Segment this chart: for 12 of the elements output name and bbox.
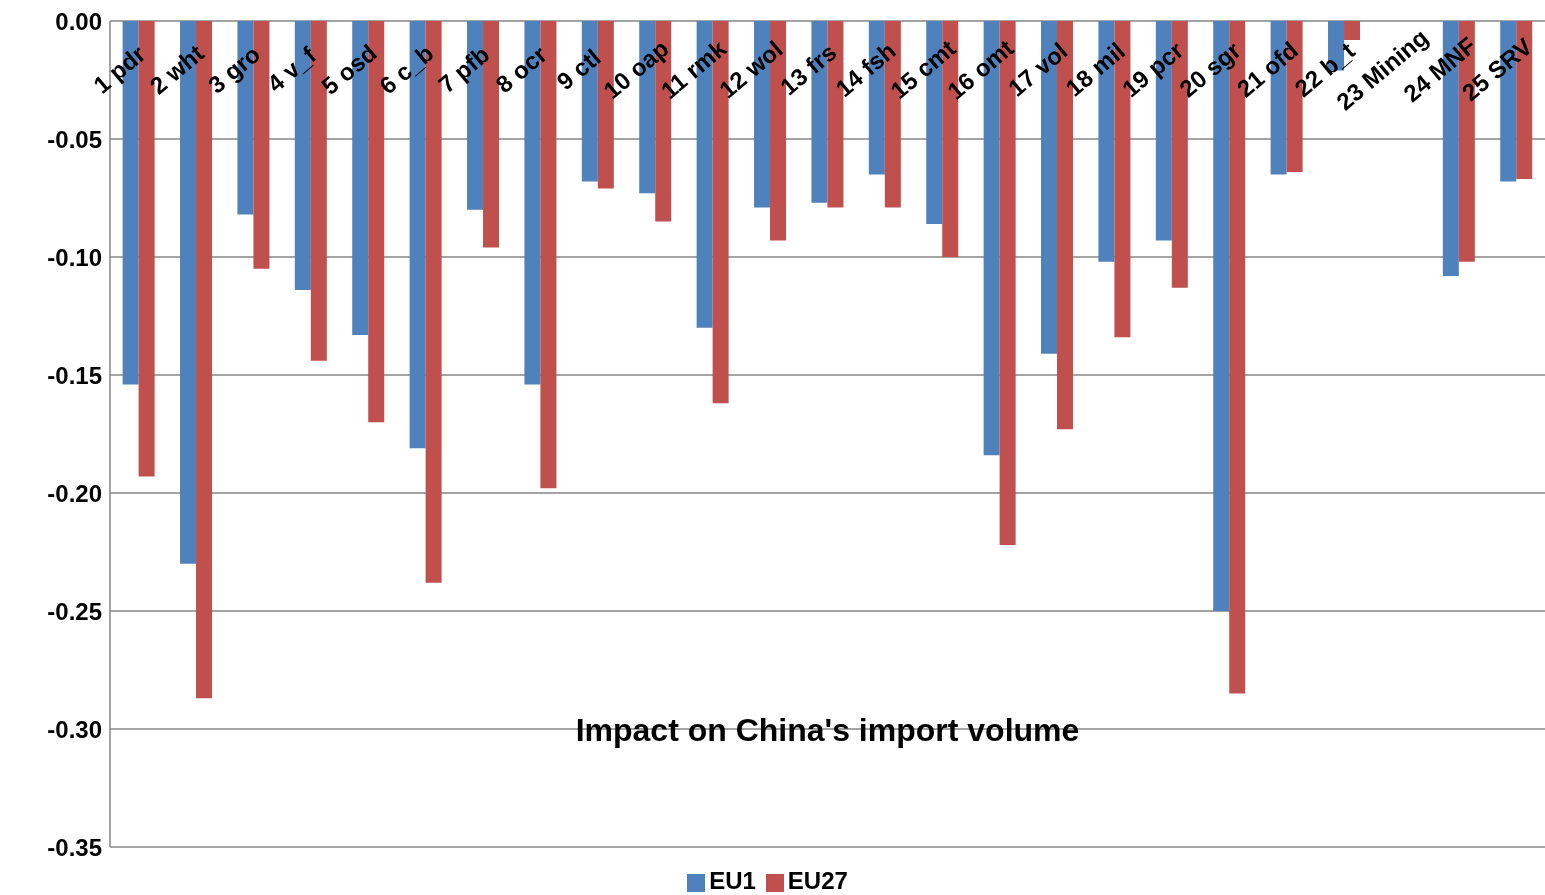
y-tick-label: -0.35 [47,833,102,861]
y-tick-label: 0.00 [55,7,102,35]
y-tick-label: -0.20 [47,479,102,507]
y-tick-label: -0.10 [47,243,102,271]
y-tick-label: -0.15 [47,361,102,389]
y-tick-label: -0.30 [47,715,102,743]
y-tick-label: -0.25 [47,597,102,625]
text: Impact on China's import volume [574,712,1081,749]
legend-label: EU27 [787,867,848,894]
y-tick-label: -0.05 [47,125,102,153]
legend-label: EU1 [709,867,756,894]
x-tick-label: 9 ctl [551,43,606,96]
